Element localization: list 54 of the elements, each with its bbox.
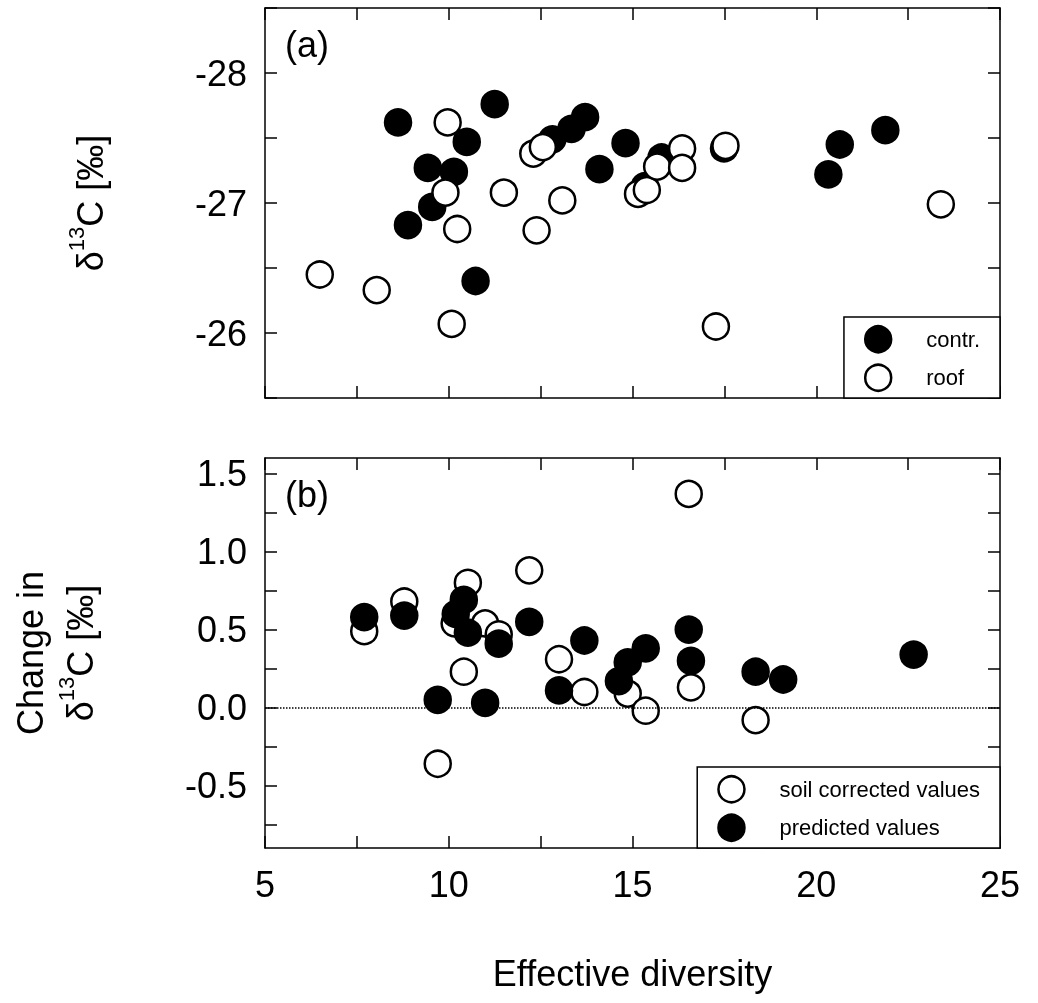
x-tick-label: 25 (979, 863, 1021, 905)
point (611, 128, 640, 158)
point (383, 108, 413, 137)
point (585, 154, 614, 184)
point (667, 153, 697, 183)
point (632, 175, 662, 205)
point (631, 634, 660, 663)
y-tick-label: 1.0 (196, 531, 247, 573)
point (768, 665, 798, 694)
y-tick-label: -28 (194, 52, 247, 94)
point (470, 688, 500, 718)
point (515, 607, 544, 637)
point (814, 160, 843, 189)
y-axis-title: δ13C [‰] (63, 134, 111, 272)
x-axis-title: Effective diversity (492, 952, 773, 994)
point (871, 115, 900, 145)
annotation: (a) (285, 23, 329, 65)
point (642, 152, 672, 181)
point (484, 629, 513, 658)
point (461, 266, 490, 296)
point (452, 127, 482, 157)
point (413, 153, 443, 183)
y-tick-label: 1.5 (196, 453, 247, 495)
point (544, 676, 574, 705)
legend-label: predicted values (779, 815, 940, 841)
point (676, 646, 706, 676)
point (480, 89, 509, 119)
point (393, 210, 423, 240)
point (570, 626, 599, 655)
y-tick-label: -26 (194, 312, 247, 354)
point (899, 640, 928, 669)
x-tick-label: 15 (612, 863, 653, 905)
legend-label: soil corrected values (779, 776, 981, 802)
y-tick-label: 0.0 (196, 687, 247, 729)
legend-label: contr. (926, 326, 980, 352)
x-tick-label: 10 (428, 863, 469, 905)
x-tick-label: 20 (796, 863, 837, 905)
point (674, 615, 703, 644)
point (570, 102, 600, 132)
y-tick-label: -27 (194, 182, 247, 224)
y-tick-label: -0.5 (184, 765, 247, 807)
point (528, 132, 558, 162)
point (449, 585, 479, 615)
x-tick-label: 5 (254, 863, 276, 905)
point (741, 657, 770, 686)
annotation: (b) (285, 473, 329, 515)
point (350, 602, 379, 632)
legend-label: roof (926, 365, 965, 391)
point (825, 130, 855, 159)
point (423, 685, 452, 715)
point (613, 648, 642, 677)
y-tick-label: 0.5 (196, 609, 247, 651)
point (453, 618, 483, 647)
point (390, 601, 419, 630)
